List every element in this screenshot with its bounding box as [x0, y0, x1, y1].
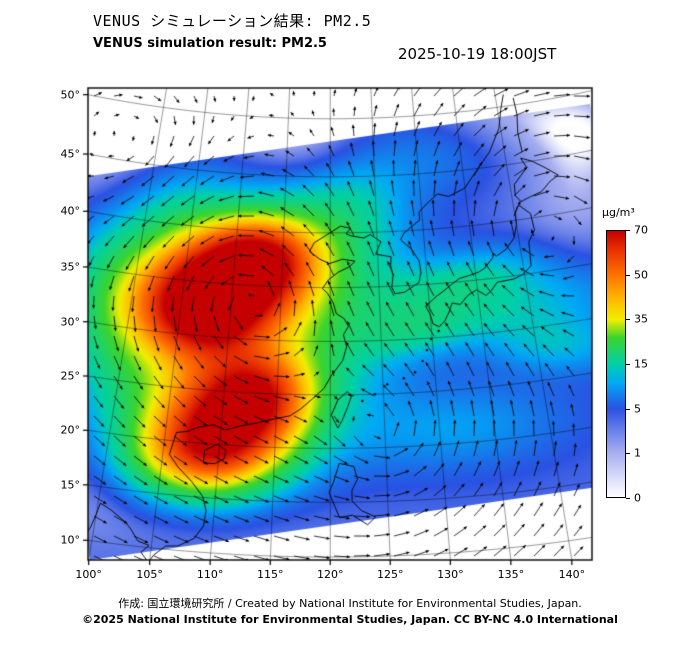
colorbar-tick-mark — [626, 230, 630, 231]
lat-tick-label: 40° — [60, 204, 81, 218]
colorbar-tick-label: 35 — [634, 312, 648, 326]
footer-copyright-line: ©2025 National Institute for Environment… — [82, 613, 618, 626]
lat-tick-label: 10° — [60, 533, 81, 547]
page-title-japanese: VENUS シミュレーション結果: PM2.5 — [93, 12, 372, 30]
lat-tick-label: 25° — [60, 369, 81, 383]
colorbar-tick-mark — [626, 453, 630, 455]
colorbar-tick-label: 1 — [634, 446, 641, 460]
lat-tick-label: 35° — [60, 260, 81, 274]
colorbar-tick-label: 70 — [634, 223, 648, 237]
lat-tick-label: 15° — [60, 478, 81, 492]
lon-tick-label: 140° — [558, 568, 586, 581]
colorbar-tick-label: 0 — [634, 491, 641, 505]
lon-tick-label: 115° — [257, 568, 284, 581]
lon-tick-label: 105° — [136, 568, 163, 581]
colorbar-tick-mark — [626, 319, 630, 321]
lon-tick-label: 120° — [317, 568, 344, 581]
colorbar-gradient — [606, 230, 626, 498]
colorbar-tick-mark — [626, 364, 630, 365]
lat-tick-label: 50° — [60, 88, 81, 102]
lat-tick-label: 20° — [60, 423, 81, 437]
footer-credit-line: 作成: 国立環境研究所 / Created by National Instit… — [118, 597, 582, 610]
lat-tick-label: 30° — [60, 315, 81, 329]
lon-tick-label: 135° — [497, 568, 525, 581]
lon-tick-label: 125° — [376, 568, 404, 581]
page-title-english: VENUS simulation result: PM2.5 — [93, 36, 327, 51]
lon-tick-label: 100° — [75, 568, 102, 581]
lat-tick-label: 45° — [60, 147, 81, 161]
colorbar-unit-label: µg/m³ — [602, 206, 635, 219]
colorbar-tick-mark — [626, 498, 630, 499]
colorbar-tick-label: 15 — [634, 357, 648, 371]
lon-tick-label: 110° — [196, 568, 224, 581]
timestamp: 2025-10-19 18:00JST — [398, 45, 557, 63]
colorbar: µg/m³ 0 1 5 15 35 50 70 — [602, 206, 648, 505]
colorbar-tick-label: 50 — [634, 268, 648, 282]
colorbar-tick-mark — [626, 274, 630, 276]
colorbar-tick-label: 5 — [634, 402, 641, 416]
lon-tick-label: 130° — [437, 568, 464, 581]
colorbar-tick-mark — [626, 408, 630, 410]
